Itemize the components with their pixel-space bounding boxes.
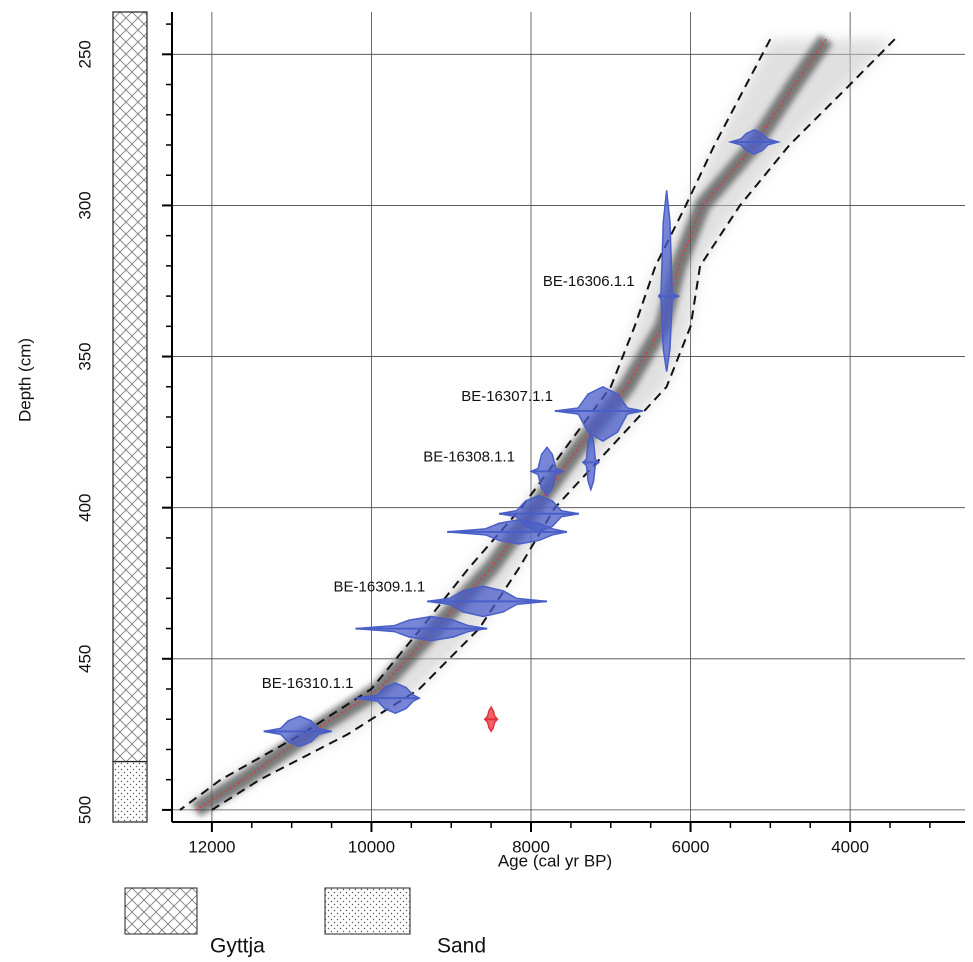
date-label: BE-16306.1.1 [543, 273, 635, 290]
axes: 12000 10000 8000 6000 4000 250 300 350 400 450 500 [75, 12, 965, 856]
date-label: BE-16310.1.1 [262, 675, 354, 692]
grid [172, 12, 965, 822]
y-tick-label: 350 [75, 342, 94, 370]
y-tick-label: 500 [75, 796, 94, 824]
model-core [191, 34, 833, 817]
y-tick-label: 400 [75, 493, 94, 521]
legend-swatch [324, 887, 411, 935]
x-tick-label: 4000 [831, 837, 869, 856]
legend-label: Gyttja [210, 935, 265, 958]
x-tick-label: 6000 [672, 837, 710, 856]
confidence-bound [211, 38, 896, 811]
date-label: BE-16308.1.1 [423, 448, 515, 465]
y-axis-title: Depth (cm) [15, 338, 34, 422]
x-axis-title: Age (cal yr BP) [498, 851, 612, 870]
uncertainty-envelope [179, 39, 895, 810]
date-label: BE-16307.1.1 [461, 388, 553, 405]
y-tick-label: 300 [75, 191, 94, 219]
x-tick-label: 8000 [512, 837, 550, 856]
model [179, 34, 896, 817]
lithology-unit [112, 11, 148, 763]
date-label: BE-16309.1.1 [334, 578, 426, 595]
y-tick-label: 250 [75, 40, 94, 68]
x-tick-label: 10000 [348, 837, 395, 856]
x-tick-label: 12000 [188, 837, 235, 856]
legend-label: Sand [437, 935, 486, 958]
y-tick-label: 450 [75, 645, 94, 673]
legend-swatch [124, 887, 198, 935]
lithology-unit [112, 760, 148, 823]
legend: Gyttja Sand [124, 887, 486, 958]
dates: BE-16306.1.1 BE-16307.1.1 BE-16308.1.1 BE-1… [262, 129, 782, 748]
confidence-bound [179, 38, 772, 811]
